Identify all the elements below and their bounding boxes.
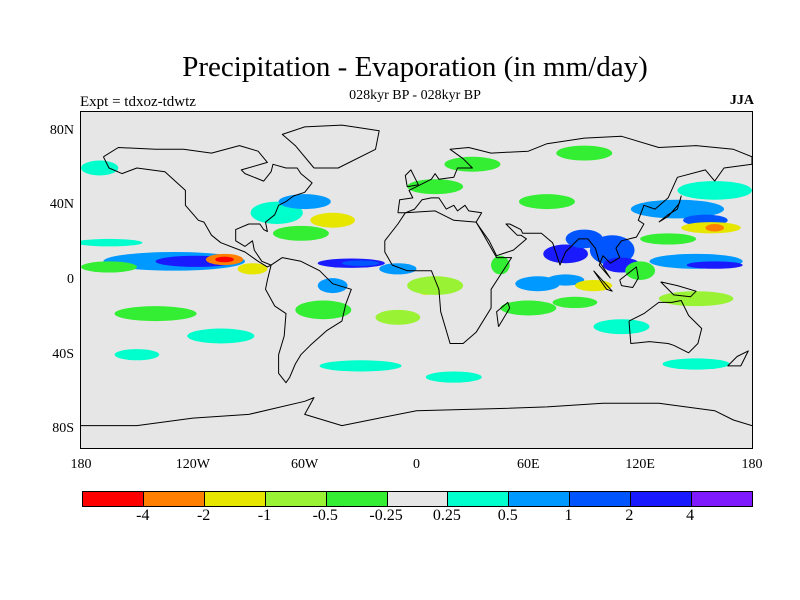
lon-tick-label: 180 [70, 457, 92, 472]
lon-tick-label: 0 [413, 457, 420, 472]
contour-patch-26 [519, 194, 575, 210]
contour-patch-5 [237, 263, 268, 275]
lon-tick-label: 120W [175, 457, 210, 472]
colorbar-swatch-9 [631, 492, 693, 506]
coastline-4 [628, 300, 703, 354]
contour-patch-14 [379, 263, 417, 275]
chart-title: Precipitation - Evaporation (in mm/day) [182, 51, 648, 83]
contour-patch-40 [640, 233, 697, 245]
season-label: JJA [729, 93, 754, 108]
colorbar-swatch-8 [570, 492, 632, 506]
contour-patch-23 [491, 255, 510, 275]
coastline-3 [397, 135, 752, 279]
contour-patch-44 [625, 261, 656, 280]
contour-patch-42 [686, 261, 743, 269]
contour-patch-47 [662, 358, 730, 370]
colorbar-swatch-5 [387, 492, 449, 506]
contour-patch-25 [556, 145, 613, 161]
contour-patch-33 [574, 280, 613, 292]
contour-patch-22 [407, 179, 464, 195]
contour-patch-21 [425, 371, 482, 383]
coastline-12 [727, 350, 749, 367]
experiment-label: Expt = tdxoz-tdwtz [80, 94, 196, 110]
lon-tick-label: 60W [291, 457, 319, 472]
colorbar-swatch-7 [509, 492, 571, 506]
coastline-2 [384, 210, 513, 344]
contour-patch-16 [295, 300, 352, 320]
contour-patch-13 [341, 260, 380, 266]
contour-patch-24 [444, 156, 501, 172]
lat-tick-label: 80S [52, 421, 74, 437]
contour-patch-29 [589, 235, 635, 266]
colorbar-label: -2 [196, 507, 211, 524]
colorbar-label: 0.25 [432, 507, 461, 524]
colorbar-swatch-3 [265, 492, 327, 506]
map-plot-area [80, 111, 753, 449]
lon-tick-label: 180 [741, 457, 763, 472]
lat-tick-label: 0 [67, 272, 74, 287]
contour-patch-35 [500, 300, 557, 316]
contour-patch-49 [81, 238, 143, 247]
colorbar-label: -0.5 [312, 507, 338, 524]
coastline-1 [265, 257, 352, 384]
lat-tick-label: 40S [52, 346, 74, 362]
lat-tick-label: 80N [49, 122, 74, 138]
colorbar-swatch-10 [692, 492, 752, 506]
coastline-10 [404, 169, 419, 188]
contour-patch-4 [81, 261, 137, 273]
colorbar [82, 491, 753, 507]
contour-patch-39 [705, 224, 725, 232]
contour-patch-18 [407, 276, 464, 295]
coastline-0 [102, 145, 313, 268]
lat-tick-label: 40N [49, 197, 74, 213]
colorbar-label: 0.5 [497, 507, 518, 524]
colorbar-swatch-4 [326, 492, 388, 506]
colorbar-swatch-1 [143, 492, 205, 506]
coastline-13 [81, 397, 752, 427]
lon-tick-label: 60E [517, 457, 540, 472]
lon-tick-label: 120E [625, 457, 655, 472]
coastline-5 [281, 124, 380, 169]
colorbar-label: 4 [686, 507, 695, 524]
contour-patch-34 [552, 296, 598, 308]
coastline-9 [658, 195, 682, 223]
colorbar-label: 2 [625, 507, 634, 524]
colorbar-swatch-6 [448, 492, 510, 506]
chart-subtitle: 028kyr BP - 028kyr BP [349, 88, 481, 103]
contour-patch-50 [114, 349, 160, 361]
colorbar-swatch-2 [204, 492, 266, 506]
colorbar-label: -0.25 [369, 507, 403, 524]
colorbar-label: -1 [257, 507, 272, 524]
contour-patch-3 [215, 256, 234, 263]
contour-patch-11 [310, 212, 355, 228]
contour-patch-20 [319, 360, 402, 372]
contour-patch-32 [515, 276, 561, 292]
contour-patch-46 [593, 319, 650, 335]
colorbar-label: 1 [564, 507, 573, 524]
coastline-7 [619, 266, 639, 288]
contour-patch-10 [272, 225, 329, 241]
contour-patch-45 [658, 291, 734, 307]
contour-patch-7 [187, 328, 255, 344]
contour-patch-43 [677, 181, 752, 200]
contour-patch-6 [114, 306, 197, 322]
coastline-11 [496, 301, 511, 327]
colorbar-swatch-0 [83, 492, 144, 506]
coastline-8 [660, 281, 697, 298]
colorbar-label: -4 [136, 507, 150, 524]
contour-patch-48 [81, 160, 119, 176]
coastline-6 [593, 270, 613, 292]
contour-patch-19 [375, 309, 421, 325]
contour-patch-15 [317, 278, 348, 294]
